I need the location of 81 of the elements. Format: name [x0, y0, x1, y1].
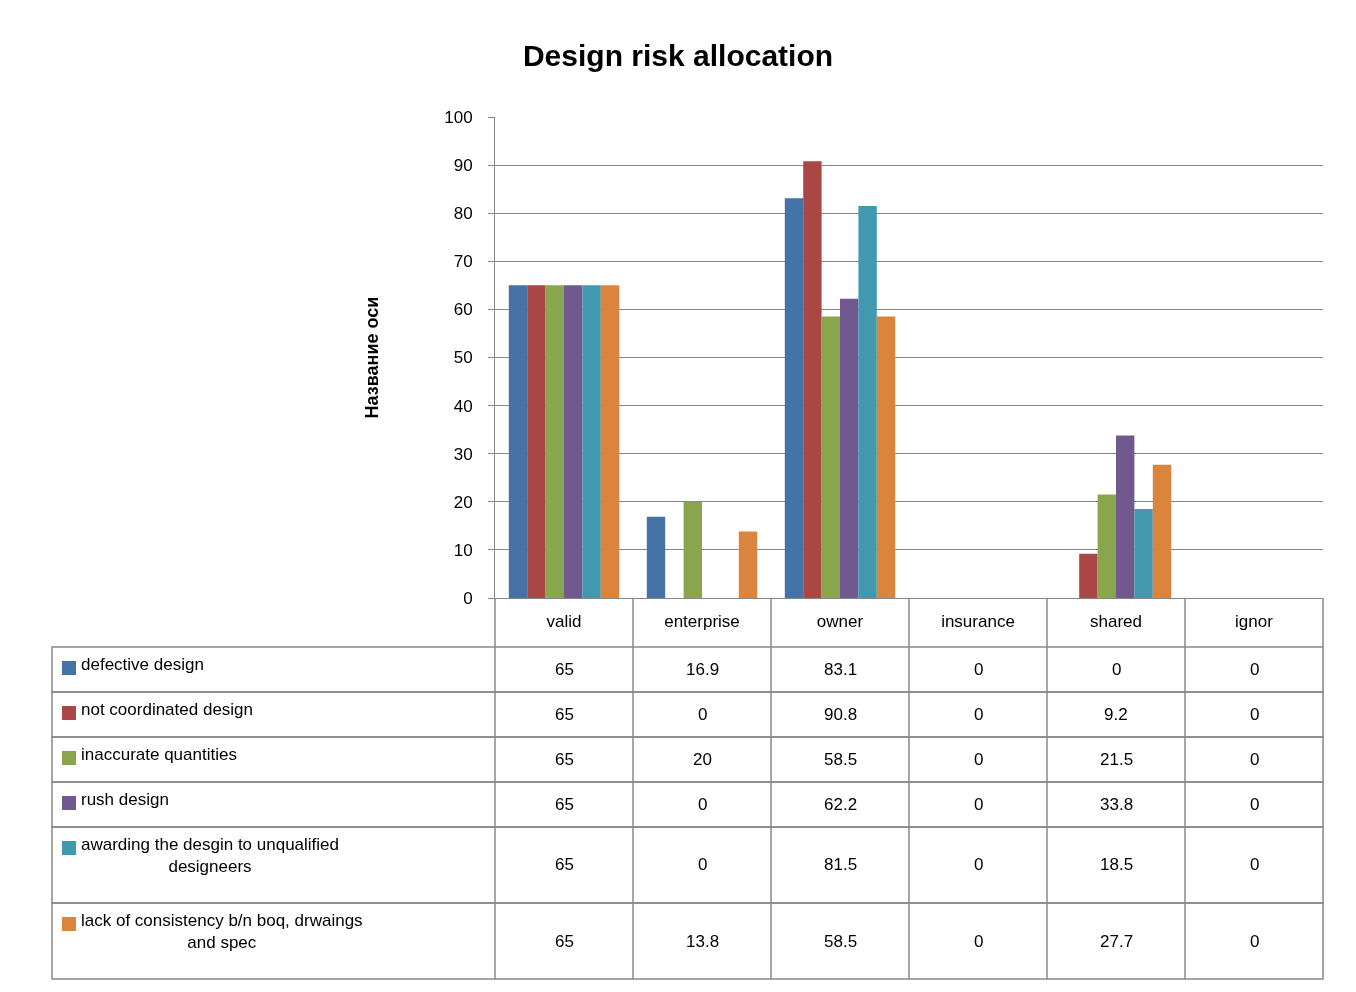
- bar: [1134, 509, 1153, 598]
- data-label: 0: [974, 795, 984, 814]
- data-label: 33.8: [1100, 795, 1134, 814]
- y-tick-label: 70: [453, 252, 473, 272]
- data-label: 65: [555, 750, 574, 769]
- x-tick-label: valid: [546, 612, 582, 632]
- bar: [738, 531, 758, 598]
- data-label: 0: [1250, 932, 1260, 951]
- data-label: 65: [555, 705, 574, 724]
- bar: [545, 285, 564, 598]
- data-label: 9.2: [1104, 705, 1128, 724]
- x-tick-label: owner: [816, 612, 864, 632]
- bar: [1097, 494, 1116, 598]
- bar: [646, 516, 666, 598]
- y-tick-label: 60: [453, 300, 473, 320]
- data-label: 62.2: [824, 795, 858, 814]
- data-label: 58.5: [824, 932, 858, 951]
- data-label: 83.1: [824, 660, 858, 679]
- bar: [508, 285, 528, 598]
- bar: [683, 501, 702, 598]
- bar: [821, 316, 840, 598]
- legend-label: awarding the desgin to unqualified designeers: [81, 835, 340, 877]
- y-tick-label: 0: [463, 588, 473, 608]
- data-label: 13.8: [686, 932, 720, 951]
- x-tick-label: insurance: [941, 612, 1015, 632]
- data-label: 0: [1250, 705, 1260, 724]
- y-tick-label: 80: [453, 204, 473, 224]
- x-tick-label: shared: [1090, 612, 1142, 632]
- data-label: 0: [974, 932, 984, 951]
- bar: [582, 285, 601, 598]
- data-label: 65: [555, 660, 574, 679]
- data-label: 0: [974, 705, 984, 724]
- legend-label: lack of consistency b/n boq, drwaings and spec: [81, 911, 363, 953]
- bar: [527, 285, 546, 598]
- data-label: 16.9: [686, 660, 720, 679]
- y-tick-label: 40: [453, 396, 473, 416]
- data-label: 0: [1250, 660, 1260, 679]
- data-label: 20: [693, 750, 712, 769]
- data-label: 0: [974, 660, 984, 679]
- data-label: 0: [698, 795, 708, 814]
- data-label: 0: [1112, 660, 1122, 679]
- legend-label: not coordinated design: [81, 700, 254, 719]
- y-tick-label: 100: [444, 107, 473, 127]
- bar: [564, 285, 583, 598]
- legend-label: rush design: [81, 790, 169, 809]
- data-label: 21.5: [1100, 750, 1134, 769]
- data-label: 65: [555, 932, 574, 951]
- legend-label: defective design: [81, 655, 204, 674]
- y-tick-label: 10: [453, 540, 473, 560]
- data-label: 0: [1250, 855, 1260, 874]
- data-label: 58.5: [824, 750, 858, 769]
- data-label: 0: [698, 855, 708, 874]
- data-label: 65: [555, 795, 574, 814]
- chart-title: Design risk allocation: [522, 38, 834, 72]
- data-label: 0: [698, 705, 708, 724]
- bar: [784, 198, 804, 598]
- y-tick-label: 20: [453, 492, 473, 512]
- data-label: 18.5: [1100, 855, 1134, 874]
- legend-label: inaccurate quantities: [81, 745, 237, 764]
- bar: [840, 298, 859, 598]
- bar: [600, 285, 620, 598]
- bar: [876, 316, 896, 598]
- bar: [1152, 464, 1172, 598]
- bar: [858, 205, 877, 598]
- bar: [1079, 553, 1098, 598]
- y-axis-title: Название оси: [362, 296, 383, 419]
- y-tick-label: 90: [453, 156, 473, 176]
- data-label: 27.7: [1100, 932, 1134, 951]
- data-label: 81.5: [824, 855, 858, 874]
- y-tick-label: 30: [453, 444, 473, 464]
- x-tick-label: enterprise: [664, 612, 740, 632]
- bar: [803, 161, 822, 598]
- data-label: 65: [555, 855, 574, 874]
- data-label: 90.8: [824, 705, 858, 724]
- data-label: 0: [974, 750, 984, 769]
- x-tick-label: ignor: [1235, 612, 1274, 632]
- data-label: 0: [1250, 795, 1260, 814]
- y-tick-label: 50: [453, 348, 473, 368]
- data-label: 0: [1250, 750, 1260, 769]
- data-label: 0: [974, 855, 984, 874]
- bar: [1116, 435, 1135, 598]
